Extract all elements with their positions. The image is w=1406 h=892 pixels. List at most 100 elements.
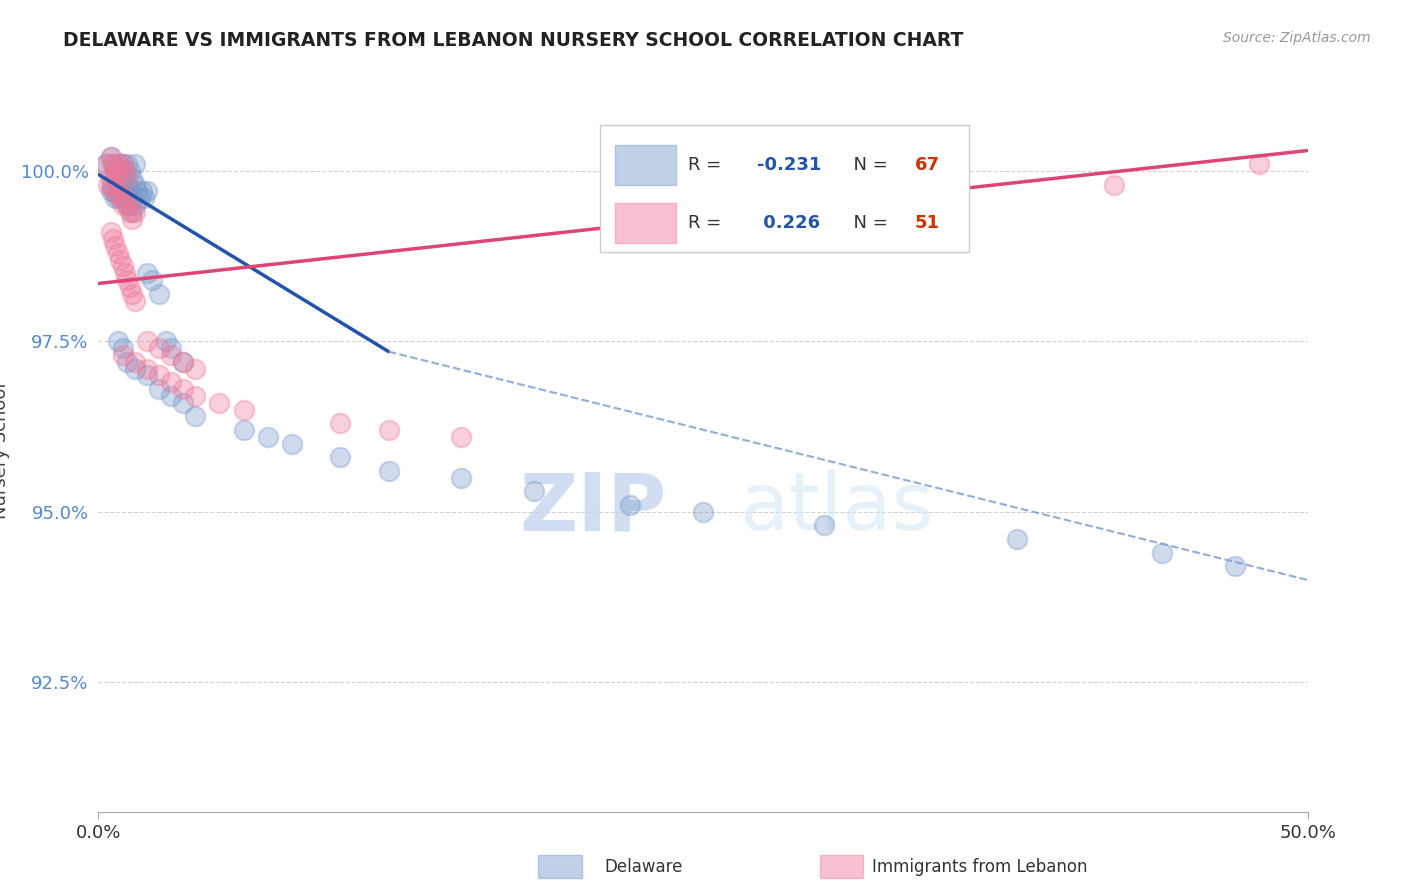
Point <box>108 185 131 199</box>
Point <box>134 191 156 205</box>
Point <box>135 361 157 376</box>
Point <box>117 178 139 192</box>
Point <box>377 464 399 478</box>
Point <box>135 368 157 383</box>
Point <box>107 334 129 349</box>
Text: Immigrants from Lebanon: Immigrants from Lebanon <box>872 858 1087 876</box>
Point <box>124 293 146 308</box>
Point <box>108 164 131 178</box>
Point <box>108 191 131 205</box>
Point <box>1249 157 1271 171</box>
FancyBboxPatch shape <box>600 126 969 252</box>
Point <box>107 245 129 260</box>
Point <box>104 239 127 253</box>
Point <box>118 185 141 199</box>
Point <box>131 185 153 199</box>
Point <box>1007 532 1029 546</box>
Point <box>208 396 231 410</box>
Point <box>1102 178 1125 192</box>
Point <box>523 484 546 499</box>
Point <box>450 430 472 444</box>
Point <box>160 341 183 355</box>
Point <box>148 368 170 383</box>
Point <box>117 170 139 185</box>
Point <box>135 266 157 280</box>
Point <box>104 191 127 205</box>
Point <box>111 348 134 362</box>
Point <box>107 185 129 199</box>
Point <box>619 498 641 512</box>
Point <box>97 178 120 192</box>
Point <box>160 376 183 390</box>
Text: N =: N = <box>842 214 894 232</box>
Point <box>94 157 117 171</box>
Y-axis label: Nursery School: Nursery School <box>0 382 10 519</box>
Point <box>329 450 352 465</box>
Point <box>135 185 157 199</box>
Point <box>100 178 122 192</box>
Point <box>232 423 254 437</box>
Text: ZIP: ZIP <box>519 469 666 548</box>
Point <box>100 225 122 239</box>
Point <box>172 355 194 369</box>
Point <box>148 286 170 301</box>
Point <box>101 185 124 199</box>
Point <box>121 191 143 205</box>
Point <box>100 185 122 199</box>
Point <box>184 361 207 376</box>
Point <box>101 232 124 246</box>
Point <box>107 178 129 192</box>
Text: 67: 67 <box>915 156 939 174</box>
Point <box>107 157 129 171</box>
Point <box>117 198 139 212</box>
Point <box>114 191 136 205</box>
FancyBboxPatch shape <box>614 145 676 186</box>
Point <box>111 157 134 171</box>
Point <box>111 260 134 274</box>
Point <box>111 170 134 185</box>
Point <box>117 355 139 369</box>
Point <box>104 164 127 178</box>
Text: atlas: atlas <box>740 469 934 548</box>
Point <box>100 170 122 185</box>
Point <box>172 396 194 410</box>
Point <box>117 273 139 287</box>
Point <box>107 191 129 205</box>
Point <box>108 252 131 267</box>
Point <box>1223 559 1246 574</box>
Text: 0.226: 0.226 <box>758 214 821 232</box>
Point <box>111 157 134 171</box>
Point <box>104 185 127 199</box>
Point <box>104 164 127 178</box>
Point <box>1152 546 1174 560</box>
Point <box>121 170 143 185</box>
Point <box>108 185 131 199</box>
Point <box>281 436 304 450</box>
Point <box>155 334 177 349</box>
Point <box>117 198 139 212</box>
Point <box>111 178 134 192</box>
Text: R =: R = <box>689 214 727 232</box>
Text: Delaware: Delaware <box>605 858 683 876</box>
Text: -0.231: -0.231 <box>758 156 821 174</box>
Point <box>114 185 136 199</box>
Point <box>94 157 117 171</box>
Point <box>172 382 194 396</box>
Point <box>124 157 146 171</box>
Point <box>111 191 134 205</box>
Point <box>104 170 127 185</box>
Point <box>118 164 141 178</box>
Point <box>450 471 472 485</box>
Point <box>127 185 149 199</box>
Point <box>141 273 163 287</box>
Point <box>114 164 136 178</box>
Point <box>118 205 141 219</box>
Point <box>232 402 254 417</box>
Point <box>124 198 146 212</box>
Point <box>118 198 141 212</box>
Text: N =: N = <box>842 156 894 174</box>
Point <box>377 423 399 437</box>
Point <box>172 355 194 369</box>
Point <box>124 361 146 376</box>
Point <box>101 157 124 171</box>
